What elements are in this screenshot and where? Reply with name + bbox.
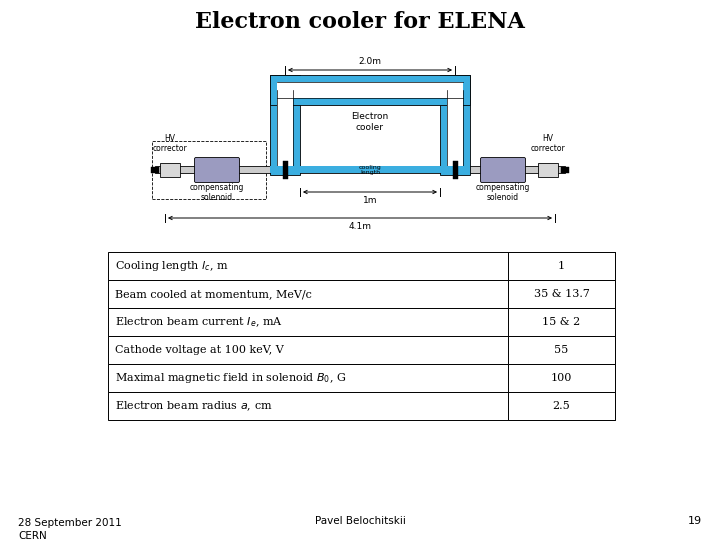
Bar (108, 252, 615, 280)
Bar (277, 82, 463, 98)
Bar (270, 75, 300, 175)
Text: Electron beam current $I_e$, mA: Electron beam current $I_e$, mA (115, 315, 283, 329)
Text: 35 & 13.7: 35 & 13.7 (534, 289, 590, 299)
Bar (508, 364, 615, 392)
Bar (440, 75, 470, 175)
Bar (160, 163, 180, 177)
Bar (151, 167, 159, 173)
Bar (508, 252, 615, 280)
Text: 4.1m: 4.1m (348, 222, 372, 231)
Text: VVS: VVS (277, 144, 292, 153)
Bar (270, 166, 470, 173)
Text: Cooling length $l_c$, m: Cooling length $l_c$, m (115, 259, 228, 273)
Text: Pavel Belochitskii: Pavel Belochitskii (315, 516, 405, 526)
Bar (508, 392, 615, 420)
Bar (447, 82, 463, 166)
Bar (561, 167, 569, 173)
Text: Electron cooler for ELENA: Electron cooler for ELENA (195, 11, 525, 33)
Bar (453, 161, 458, 179)
Bar (277, 82, 293, 166)
Bar (508, 280, 615, 308)
Bar (108, 392, 615, 420)
Text: Electron
cooler: Electron cooler (351, 112, 389, 132)
Bar (108, 336, 615, 364)
Bar (152, 141, 266, 199)
Bar (508, 336, 615, 364)
Bar (108, 364, 615, 392)
Text: 100: 100 (551, 373, 572, 383)
Bar (538, 163, 558, 177)
Text: 55: 55 (554, 345, 569, 355)
Text: 2.0m: 2.0m (359, 57, 382, 66)
Text: Beam cooled at momentum, MeV/c: Beam cooled at momentum, MeV/c (115, 289, 312, 299)
Text: Maximal magnetic field in solenoid $B_0$, G: Maximal magnetic field in solenoid $B_0$… (115, 371, 346, 385)
Bar (155, 166, 565, 173)
Bar (271, 167, 469, 172)
Text: VVS: VVS (447, 144, 463, 153)
Text: 1: 1 (558, 261, 565, 271)
Text: HV
corrector: HV corrector (153, 134, 187, 153)
Bar (270, 75, 470, 105)
Text: Electron beam radius $a$, cm: Electron beam radius $a$, cm (115, 399, 273, 413)
Text: 1m: 1m (363, 196, 377, 205)
Text: 28 September 2011
CERN: 28 September 2011 CERN (18, 518, 122, 540)
FancyBboxPatch shape (194, 158, 240, 183)
Text: compensating
solenoid: compensating solenoid (476, 183, 530, 202)
Text: compensating
solenoid: compensating solenoid (190, 183, 244, 202)
Text: 19: 19 (688, 516, 702, 526)
Text: 2.5: 2.5 (553, 401, 570, 411)
FancyBboxPatch shape (480, 158, 526, 183)
Text: Cathode voltage at 100 keV, V: Cathode voltage at 100 keV, V (115, 345, 284, 355)
Text: cooling
length: cooling length (359, 165, 382, 175)
Text: 15 & 2: 15 & 2 (542, 317, 580, 327)
Text: HV
corrector: HV corrector (531, 134, 565, 153)
Bar (108, 308, 615, 336)
Bar (108, 280, 615, 308)
Bar (283, 161, 288, 179)
Bar (508, 308, 615, 336)
